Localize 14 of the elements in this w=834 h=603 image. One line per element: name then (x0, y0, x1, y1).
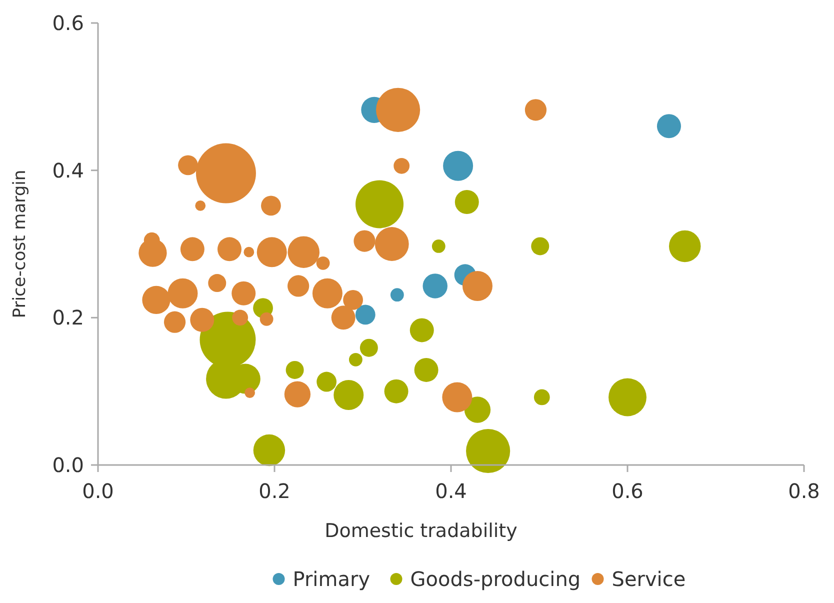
x-tick-label: 0.0 (82, 479, 114, 503)
y-tick-label: 0.4 (52, 158, 84, 182)
y-axis-title: Price-cost margin (10, 170, 30, 318)
legend-label: Service (612, 567, 686, 591)
legend-label: Primary (292, 567, 370, 591)
x-tick-label: 0.4 (435, 479, 467, 503)
x-tick-label: 0.8 (788, 479, 820, 503)
x-tick-label: 0.2 (258, 479, 290, 503)
y-tick-label: 0.2 (52, 306, 84, 330)
x-axis-title: Domestic tradability (324, 520, 518, 542)
legend-label: Goods-producing (410, 567, 581, 591)
y-tick-label: 0.6 (52, 11, 84, 35)
y-tick-label: 0.0 (52, 453, 84, 477)
x-tick-label: 0.6 (612, 479, 644, 503)
